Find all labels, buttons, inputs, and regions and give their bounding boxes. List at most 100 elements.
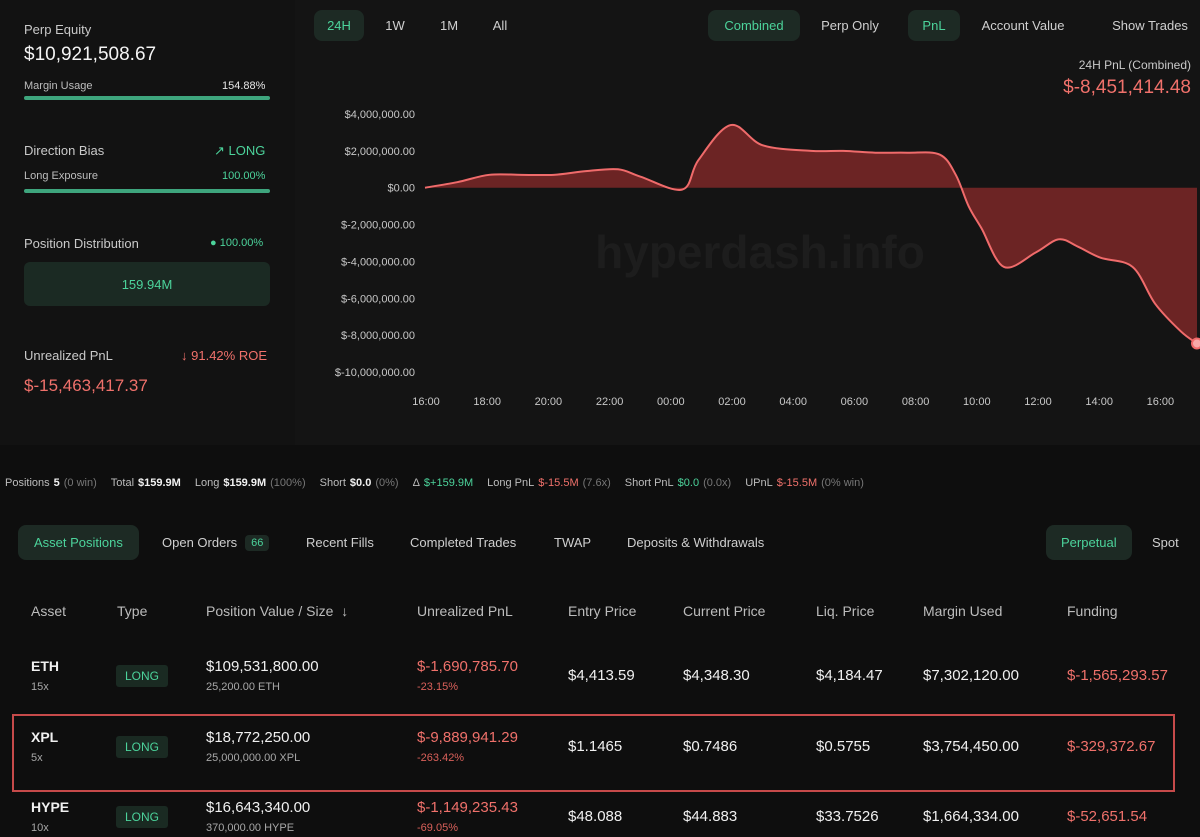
asset-leverage: 5x — [31, 752, 43, 764]
tab-open-orders[interactable]: Open Orders 66 — [150, 525, 281, 560]
y-tick-label: $-4,000,000.00 — [341, 256, 415, 268]
position-value: $16,643,340.00 — [206, 799, 311, 816]
margin-usage-label: Margin Usage — [24, 80, 93, 92]
col-liq-price[interactable]: Liq. Price — [816, 603, 875, 619]
liq-price: $33.7526 — [816, 808, 879, 825]
total-value: $159.9M — [138, 477, 181, 489]
col-type[interactable]: Type — [117, 603, 148, 619]
margin-used: $1,664,334.00 — [923, 808, 1019, 825]
col-asset[interactable]: Asset — [31, 603, 67, 619]
type-badge: LONG — [116, 665, 168, 687]
y-tick-label: $-6,000,000.00 — [341, 293, 415, 305]
long-exposure-label: Long Exposure — [24, 170, 98, 182]
x-tick-label: 16:00 — [1147, 396, 1175, 408]
x-tick-label: 18:00 — [473, 396, 501, 408]
tab-asset-positions[interactable]: Asset Positions — [18, 525, 139, 560]
unrealized-pnl-pct: -69.05% — [417, 822, 458, 834]
current-price: $44.883 — [683, 808, 738, 825]
positions-label: Positions — [5, 477, 50, 489]
position-distribution-label: Position Distribution — [24, 236, 139, 251]
arrow-down-icon: ↓ — [181, 348, 188, 363]
tab-combined[interactable]: Combined — [708, 10, 800, 41]
tab-open-orders-label: Open Orders — [162, 535, 238, 550]
tab-24h[interactable]: 24H — [314, 10, 364, 41]
position-distribution-pct: 100.00% — [219, 237, 264, 249]
direction-bias-value: LONG — [228, 143, 266, 158]
x-tick-label: 20:00 — [535, 396, 563, 408]
short-pnl-label: Short PnL — [624, 477, 674, 489]
position-value: $18,772,250.00 — [206, 729, 311, 746]
delta-label: Δ — [412, 477, 420, 489]
asset-leverage: 10x — [31, 822, 49, 834]
roe-wrap: ↓ 91.42% ROE — [181, 348, 267, 363]
tab-all[interactable]: All — [492, 18, 508, 33]
x-tick-label: 10:00 — [963, 396, 991, 408]
current-price: $0.7486 — [683, 738, 738, 755]
tab-pnl[interactable]: PnL — [908, 10, 960, 41]
pnl-line — [424, 124, 1198, 345]
unrealized-pnl: $-1,149,235.43 — [417, 799, 518, 816]
y-tick-label: $-2,000,000.00 — [341, 220, 415, 232]
long-pnl-value: $-15.5M — [538, 477, 579, 489]
tab-perp-only[interactable]: Perp Only — [821, 18, 879, 33]
long-exposure-bar — [24, 189, 270, 193]
tab-twap[interactable]: TWAP — [554, 535, 592, 550]
tab-deposits-withdrawals[interactable]: Deposits & Withdrawals — [627, 535, 765, 550]
x-tick-label: 00:00 — [657, 396, 685, 408]
col-unrealized-pnl[interactable]: Unrealized PnL — [417, 603, 513, 619]
liq-price: $0.5755 — [816, 738, 871, 755]
long-label: Long — [194, 477, 220, 489]
pnl-chart[interactable]: hyperdash.info $4,000,000.00 $2,000,000.0… — [0, 0, 1200, 445]
unrealized-pnl-pct: -263.42% — [417, 752, 465, 764]
tab-completed-trades[interactable]: Completed Trades — [410, 535, 517, 550]
position-size: 370,000.00 HYPE — [206, 822, 295, 834]
type-badge: LONG — [116, 806, 168, 828]
funding: $-329,372.67 — [1067, 738, 1156, 755]
pnl-header-label: 24H PnL (Combined) — [1078, 58, 1191, 72]
total-label: Total — [110, 477, 135, 489]
upnl-label: UPnL — [745, 477, 773, 489]
margin-usage-bar — [24, 96, 270, 100]
tab-perpetual[interactable]: Perpetual — [1046, 525, 1132, 560]
x-tick-label: 12:00 — [1024, 396, 1052, 408]
unrealized-pnl-label: Unrealized PnL — [24, 348, 113, 363]
col-entry-price[interactable]: Entry Price — [568, 603, 637, 619]
positions-value: 5 — [53, 477, 60, 489]
sort-down-icon: ↓ — [341, 603, 349, 619]
col-margin-used[interactable]: Margin Used — [923, 603, 1003, 619]
short-label: Short — [319, 477, 346, 489]
unrealized-pnl-value: $-15,463,417.37 — [24, 376, 148, 395]
long-note: (100%) — [270, 477, 306, 489]
roe-value: 91.42% ROE — [191, 348, 267, 363]
col-position-value-wrap[interactable]: Position Value / Size ↓ — [206, 603, 348, 619]
perp-equity-value: $10,921,508.67 — [24, 44, 157, 65]
tab-1m[interactable]: 1M — [439, 18, 459, 33]
long-pnl-label: Long PnL — [487, 477, 535, 489]
direction-bias-value-wrap: ↗ LONG — [214, 143, 265, 159]
direction-bias-label: Direction Bias — [24, 143, 105, 158]
entry-price: $1.1465 — [568, 738, 623, 755]
x-tick-label: 22:00 — [596, 396, 624, 408]
col-current-price[interactable]: Current Price — [683, 603, 766, 619]
pnl-header-value: $-8,451,414.48 — [1063, 77, 1191, 98]
position-value: $109,531,800.00 — [206, 658, 319, 675]
position-distribution-block[interactable]: 159.94M — [24, 262, 270, 306]
y-tick-label: $4,000,000.00 — [345, 109, 415, 121]
long-value: $159.9M — [223, 477, 267, 489]
col-funding[interactable]: Funding — [1067, 603, 1118, 619]
liq-price: $4,184.47 — [816, 667, 883, 684]
stats-bar: Positions 5 (0 win) Total $159.9M Long $… — [0, 468, 1200, 498]
show-trades-button[interactable]: Show Trades — [1112, 18, 1188, 33]
asset-name: HYPE — [31, 799, 70, 815]
delta-value: $+159.9M — [423, 477, 474, 489]
position-size: 25,200.00 ETH — [206, 681, 280, 693]
tab-account-value[interactable]: Account Value — [981, 18, 1065, 33]
tab-1w[interactable]: 1W — [385, 18, 405, 33]
y-tick-label: $-10,000,000.00 — [335, 367, 415, 379]
entry-price: $48.088 — [568, 808, 623, 825]
tab-recent-fills[interactable]: Recent Fills — [306, 535, 374, 550]
x-tick-label: 06:00 — [841, 396, 869, 408]
position-size: 25,000,000.00 XPL — [206, 752, 301, 764]
tab-spot[interactable]: Spot — [1152, 535, 1179, 550]
current-price: $4,348.30 — [683, 667, 750, 684]
